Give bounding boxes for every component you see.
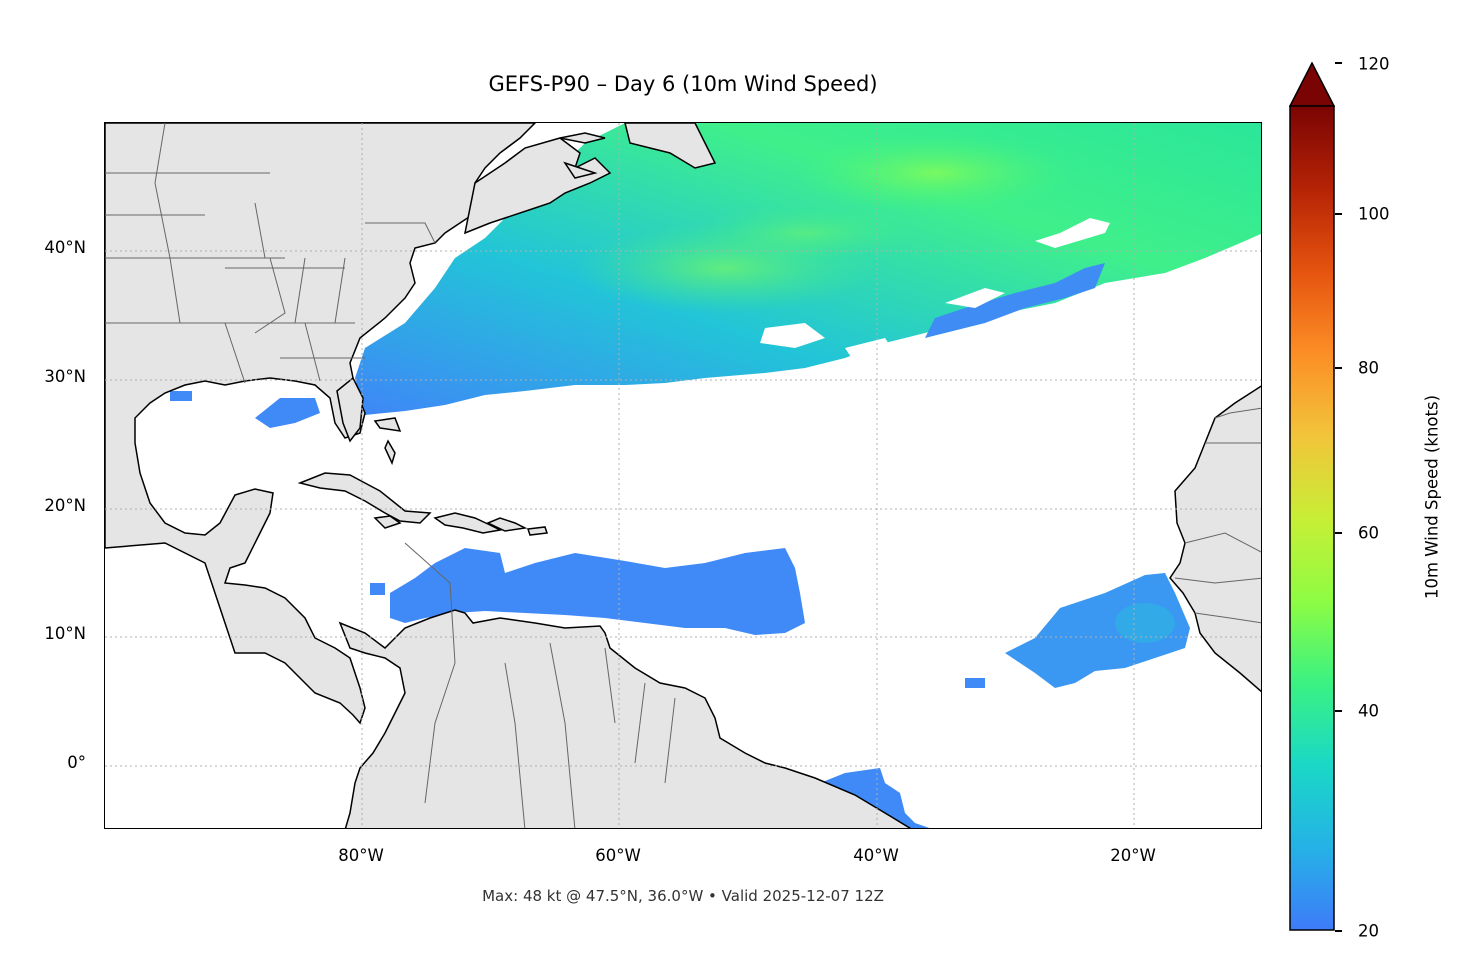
y-tick-40n: 40°N [44, 238, 86, 257]
map-canvas [105, 123, 1261, 828]
cbar-tick-100: 100 [1358, 204, 1390, 224]
cbar-tick-40: 40 [1358, 701, 1379, 721]
land-canada-maritimes [463, 123, 717, 235]
colorbar [1289, 62, 1335, 931]
wind-field-ne-brazil [820, 768, 930, 828]
cbar-tickmark-80 [1335, 367, 1342, 369]
wind-field-west-africa [965, 528, 1243, 688]
cbar-tick-60: 60 [1358, 523, 1379, 543]
y-tick-30n: 30°N [44, 367, 86, 386]
y-tick-10n: 10°N [44, 624, 86, 643]
cbar-tickmark-20 [1335, 930, 1342, 932]
x-tick-40w: 40°W [853, 846, 899, 865]
land-south-america [338, 609, 912, 828]
figure-title: GEFS-P90 – Day 6 (10m Wind Speed) [488, 72, 878, 96]
y-tick-equator: 0° [67, 753, 86, 772]
x-tick-60w: 60°W [595, 846, 641, 865]
cbar-tick-120: 120 [1358, 54, 1390, 74]
cbar-tickmark-40 [1335, 710, 1342, 712]
map-panel [104, 122, 1262, 829]
land-west-africa [1169, 385, 1261, 693]
footer-caption: Max: 48 kt @ 47.5°N, 36.0°W • Valid 2025… [482, 887, 884, 905]
cbar-tickmark-60 [1335, 532, 1342, 534]
cbar-tickmark-100 [1335, 213, 1342, 215]
gridlines [105, 123, 1261, 828]
cbar-tickmark-120 [1335, 62, 1342, 64]
wind-field-north-atlantic [355, 123, 1261, 415]
country-state-borders [105, 123, 1261, 828]
y-tick-20n: 20°N [44, 496, 86, 515]
cbar-tick-80: 80 [1358, 358, 1379, 378]
wind-field-caribbean [370, 548, 805, 635]
x-tick-80w: 80°W [338, 846, 384, 865]
cbar-tick-20: 20 [1358, 921, 1379, 941]
colorbar-label: 10m Wind Speed (knots) [1422, 394, 1442, 600]
land-north-america [105, 123, 537, 725]
x-tick-20w: 20°W [1110, 846, 1156, 865]
land-caribbean-islands [297, 417, 549, 536]
